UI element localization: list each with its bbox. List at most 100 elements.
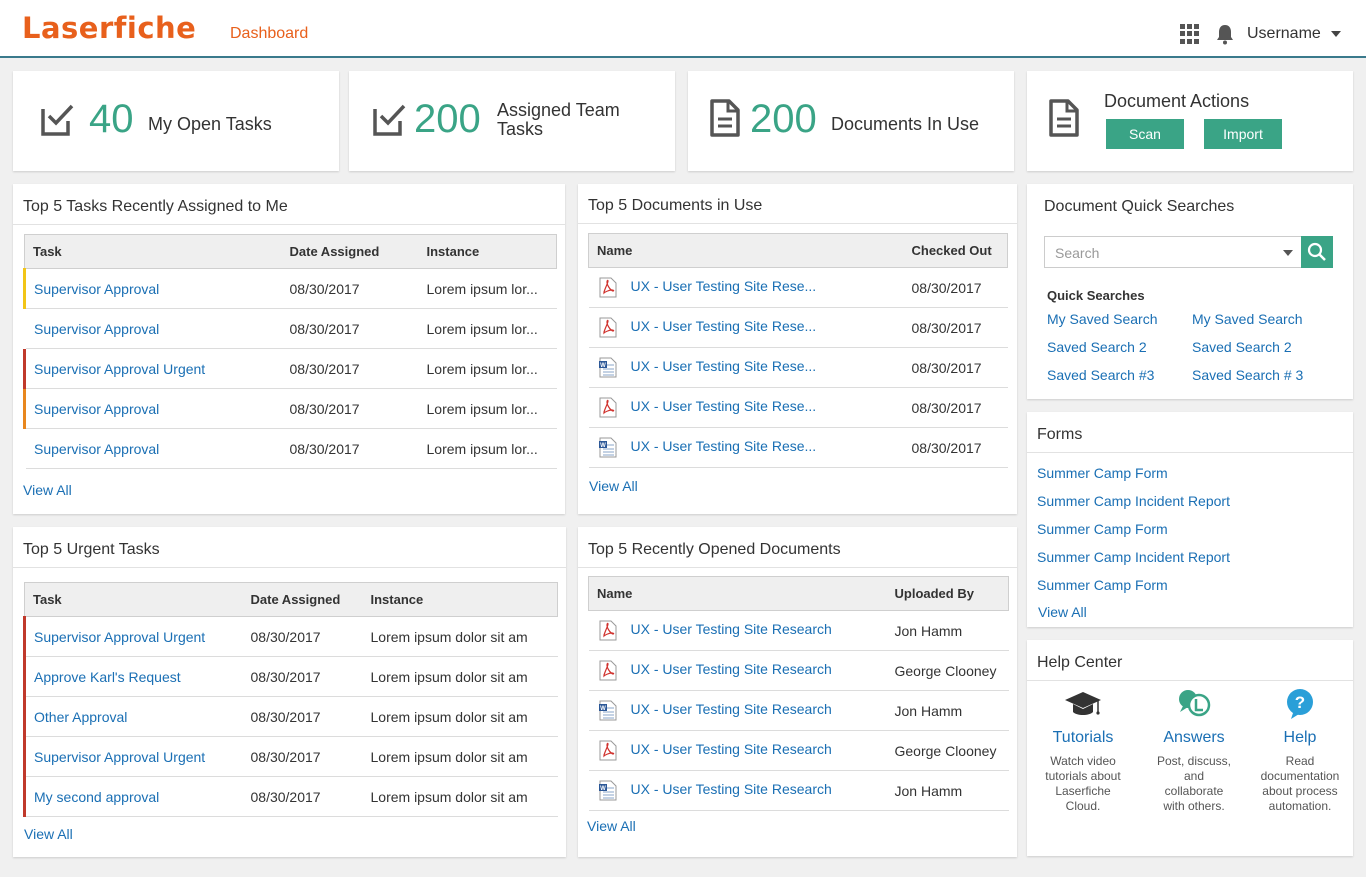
table-row[interactable]: My second approval 08/30/2017 Lorem ipsum …: [23, 776, 558, 817]
task-cell[interactable]: Supervisor Approval Urgent: [23, 348, 282, 389]
table-row[interactable]: W UX - User Testing Site Rese... 08/30/201…: [588, 347, 1008, 388]
document-link[interactable]: UX - User Testing Site Research: [630, 661, 832, 678]
form-link[interactable]: Summer Camp Form: [1037, 577, 1168, 593]
table-row[interactable]: W UX - User Testing Site Rese... 08/30/201…: [588, 427, 1008, 468]
table-row[interactable]: UX - User Testing Site Research George Cl…: [588, 650, 1009, 691]
form-link[interactable]: Summer Camp Form: [1037, 521, 1168, 537]
document-link[interactable]: UX - User Testing Site Rese...: [630, 318, 817, 335]
quick-search-link[interactable]: Saved Search # 3: [1192, 367, 1304, 383]
form-link[interactable]: Summer Camp Form: [1037, 465, 1168, 481]
table-row[interactable]: Supervisor Approval 08/30/2017 Lorem ipsum…: [24, 428, 557, 469]
help-answers[interactable]: Answers Post, discuss, and collaborate w…: [1144, 688, 1244, 814]
help-help[interactable]: ? Help Read documentation about process …: [1250, 688, 1350, 814]
document-link[interactable]: UX - User Testing Site Research: [630, 621, 832, 638]
column-header[interactable]: Name: [588, 233, 904, 268]
stat-card-my-open-tasks[interactable]: 40 My Open Tasks: [13, 71, 339, 171]
task-link[interactable]: Other Approval: [34, 708, 128, 725]
task-cell[interactable]: Supervisor Approval Urgent: [23, 736, 243, 777]
task-link[interactable]: Supervisor Approval: [34, 440, 160, 457]
task-cell[interactable]: My second approval: [23, 776, 243, 817]
task-cell[interactable]: Supervisor Approval Urgent: [23, 616, 243, 657]
column-header[interactable]: Instance: [362, 582, 558, 617]
table-row[interactable]: UX - User Testing Site Rese... 08/30/2017: [588, 387, 1008, 428]
quick-search-link[interactable]: My Saved Search: [1047, 311, 1158, 327]
column-header[interactable]: Name: [588, 576, 887, 611]
help-item-title[interactable]: Tutorials: [1052, 729, 1114, 746]
chevron-down-icon[interactable]: [1331, 31, 1341, 37]
document-link[interactable]: UX - User Testing Site Rese...: [630, 358, 817, 375]
table-row[interactable]: Approve Karl's Request 08/30/2017 Lorem ip…: [23, 656, 558, 697]
quick-search-link[interactable]: My Saved Search: [1192, 311, 1303, 327]
table-row[interactable]: W UX - User Testing Site Research Jon Hamm: [588, 770, 1009, 811]
table-row[interactable]: W UX - User Testing Site Research Jon Hamm: [588, 690, 1009, 731]
table-row[interactable]: Supervisor Approval 08/30/2017 Lorem ipsum…: [24, 308, 557, 349]
table-row[interactable]: UX - User Testing Site Rese... 08/30/2017: [588, 307, 1008, 348]
document-link[interactable]: UX - User Testing Site Rese...: [630, 278, 817, 295]
view-all-link[interactable]: View All: [23, 482, 72, 498]
view-all-link[interactable]: View All: [1038, 604, 1087, 620]
nav-dashboard-link[interactable]: Dashboard: [230, 25, 309, 42]
task-link[interactable]: Supervisor Approval Urgent: [34, 628, 206, 645]
column-header[interactable]: Date Assigned: [242, 582, 363, 617]
document-link[interactable]: UX - User Testing Site Rese...: [630, 398, 817, 415]
table-row[interactable]: Supervisor Approval Urgent 08/30/2017 Lore…: [23, 616, 558, 657]
view-all-link[interactable]: View All: [589, 478, 638, 494]
task-cell[interactable]: Supervisor Approval: [23, 268, 282, 309]
document-name-cell[interactable]: UX - User Testing Site Research: [588, 730, 887, 771]
document-name-cell[interactable]: UX - User Testing Site Rese...: [588, 387, 904, 428]
document-name-cell[interactable]: UX - User Testing Site Research: [588, 610, 887, 651]
notification-bell-icon[interactable]: [1215, 23, 1235, 45]
column-header[interactable]: Task: [24, 234, 282, 269]
table-row[interactable]: Supervisor Approval 08/30/2017 Lorem ipsum…: [23, 268, 557, 309]
task-link[interactable]: Approve Karl's Request: [34, 668, 181, 685]
task-link[interactable]: Supervisor Approval: [34, 400, 160, 417]
task-cell[interactable]: Supervisor Approval: [23, 388, 282, 429]
help-tutorials[interactable]: Tutorials Watch video tutorials about La…: [1033, 688, 1133, 814]
document-name-cell[interactable]: W UX - User Testing Site Rese...: [588, 427, 904, 468]
help-item-title[interactable]: Help: [1283, 729, 1317, 746]
document-link[interactable]: UX - User Testing Site Rese...: [630, 438, 817, 455]
stat-card-assigned-team-tasks[interactable]: 200 Assigned Team Tasks: [349, 71, 675, 171]
search-button[interactable]: [1301, 236, 1333, 268]
help-item-title[interactable]: Answers: [1163, 729, 1225, 746]
document-name-cell[interactable]: UX - User Testing Site Rese...: [588, 307, 904, 348]
table-row[interactable]: Supervisor Approval Urgent 08/30/2017 Lore…: [23, 736, 558, 777]
import-button[interactable]: Import: [1204, 119, 1282, 149]
table-row[interactable]: UX - User Testing Site Rese... 08/30/2017: [588, 267, 1008, 308]
table-row[interactable]: Other Approval 08/30/2017 Lorem ipsum dolo…: [23, 696, 558, 737]
table-row[interactable]: Supervisor Approval 08/30/2017 Lorem ipsum…: [23, 388, 557, 429]
task-cell[interactable]: Supervisor Approval: [24, 308, 282, 349]
task-link[interactable]: Supervisor Approval: [34, 320, 160, 337]
column-header[interactable]: Uploaded By: [886, 576, 1009, 611]
table-row[interactable]: Supervisor Approval Urgent 08/30/2017 Lore…: [23, 348, 557, 389]
document-name-cell[interactable]: W UX - User Testing Site Research: [588, 690, 887, 731]
view-all-link[interactable]: View All: [24, 826, 73, 842]
task-link[interactable]: Supervisor Approval: [34, 280, 160, 297]
task-cell[interactable]: Approve Karl's Request: [23, 656, 243, 697]
form-link[interactable]: Summer Camp Incident Report: [1037, 493, 1230, 509]
laserfiche-logo[interactable]: Laserfiche: [22, 11, 197, 45]
form-link[interactable]: Summer Camp Incident Report: [1037, 549, 1230, 565]
chevron-down-icon[interactable]: [1283, 250, 1293, 256]
task-link[interactable]: My second approval: [34, 788, 160, 805]
stat-card-documents-in-use[interactable]: 200 Documents In Use: [688, 71, 1014, 171]
document-link[interactable]: UX - User Testing Site Research: [630, 741, 832, 758]
document-name-cell[interactable]: UX - User Testing Site Rese...: [588, 267, 904, 308]
task-link[interactable]: Supervisor Approval Urgent: [34, 360, 206, 377]
column-header[interactable]: Instance: [418, 234, 557, 269]
quick-search-link[interactable]: Saved Search 2: [1192, 339, 1292, 355]
document-name-cell[interactable]: W UX - User Testing Site Rese...: [588, 347, 904, 388]
view-all-link[interactable]: View All: [587, 818, 636, 834]
document-link[interactable]: UX - User Testing Site Research: [630, 781, 832, 798]
task-cell[interactable]: Other Approval: [23, 696, 243, 737]
table-row[interactable]: UX - User Testing Site Research Jon Hamm: [588, 610, 1009, 651]
task-cell[interactable]: Supervisor Approval: [24, 428, 282, 469]
document-link[interactable]: UX - User Testing Site Research: [630, 701, 832, 718]
table-row[interactable]: UX - User Testing Site Research George Cl…: [588, 730, 1009, 771]
quick-search-link[interactable]: Saved Search #3: [1047, 367, 1155, 383]
scan-button[interactable]: Scan: [1106, 119, 1184, 149]
column-header[interactable]: Task: [24, 582, 243, 617]
app-grid-icon[interactable]: [1180, 24, 1200, 44]
quick-search-link[interactable]: Saved Search 2: [1047, 339, 1147, 355]
username-menu[interactable]: Username: [1247, 25, 1321, 42]
